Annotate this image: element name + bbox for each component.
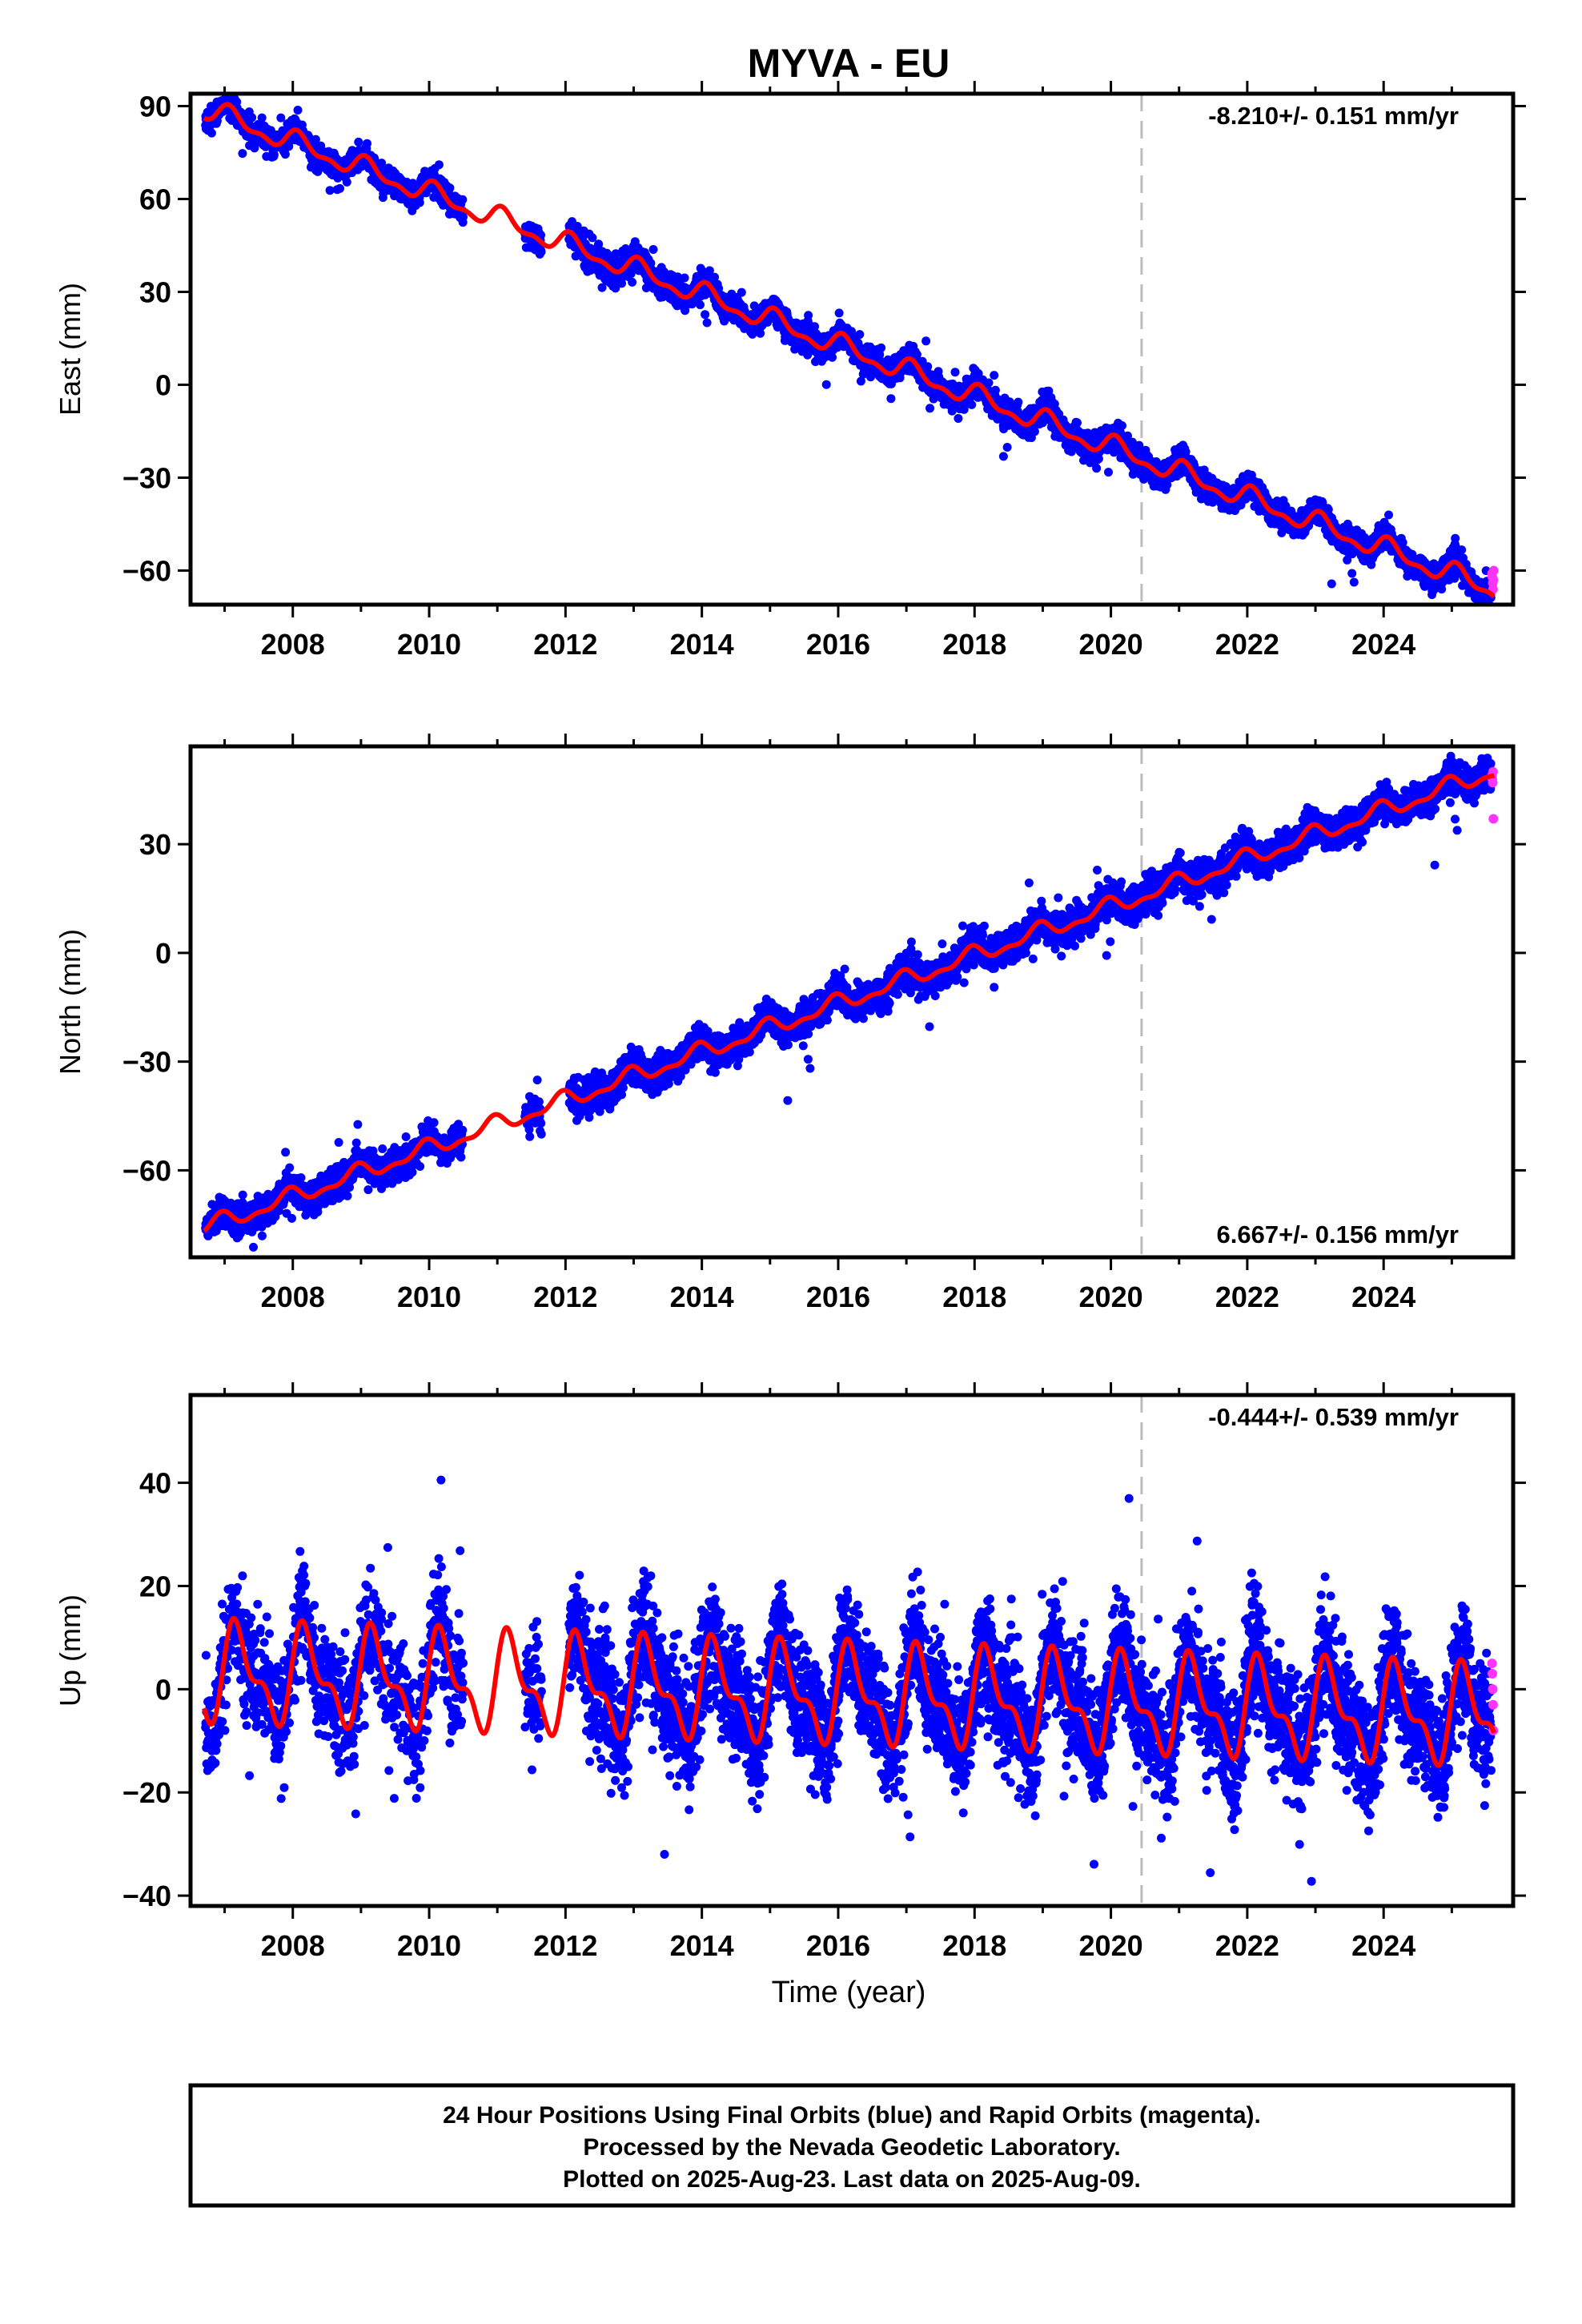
data-point — [377, 159, 387, 168]
data-point — [458, 195, 468, 204]
panels-group: 2008 2010 2012 2014 2016 2018 2020 2022 20249060… — [54, 64, 1526, 1962]
data-point — [821, 380, 831, 389]
data-point — [1014, 397, 1023, 407]
data-point — [311, 135, 320, 144]
panel-east: 2008 2010 2012 2014 2016 2018 2020 2022 20249060… — [54, 64, 1526, 661]
final-orbit-points — [201, 64, 1496, 605]
data-point — [342, 177, 351, 187]
data-point — [954, 414, 963, 423]
data-point — [1030, 427, 1039, 436]
data-point — [415, 198, 424, 207]
data-point — [1104, 468, 1113, 477]
data-point — [855, 330, 865, 340]
data-point — [257, 113, 267, 123]
data-point — [207, 128, 216, 138]
data-point — [998, 452, 1008, 461]
data-point — [696, 300, 705, 310]
data-point — [984, 378, 994, 388]
data-point — [680, 273, 689, 283]
data-point — [247, 113, 257, 123]
panel-plot-area — [201, 64, 1499, 605]
data-point — [950, 368, 960, 377]
data-point — [702, 318, 712, 328]
data-point — [354, 137, 363, 147]
data-point — [335, 183, 344, 193]
data-point — [445, 183, 455, 193]
data-point — [1073, 418, 1082, 428]
data-point — [877, 343, 886, 352]
data-point — [886, 394, 896, 404]
data-point — [701, 310, 710, 320]
data-point — [804, 311, 813, 320]
data-point — [921, 336, 931, 346]
data-point — [325, 186, 335, 195]
data-point — [434, 160, 444, 170]
chart-title: MYVA - EU — [748, 41, 950, 86]
data-point — [251, 78, 259, 87]
data-point — [628, 277, 637, 287]
data-point — [617, 279, 626, 288]
data-point — [967, 400, 977, 409]
data-point — [363, 139, 371, 148]
data-point — [737, 287, 746, 297]
data-point — [1092, 464, 1102, 473]
data-point — [238, 149, 247, 159]
data-point — [648, 245, 658, 254]
data-point — [293, 106, 303, 115]
data-point — [834, 308, 844, 318]
data-point — [280, 150, 290, 159]
data-point — [990, 385, 1000, 395]
data-point — [221, 64, 230, 73]
data-point — [926, 404, 934, 413]
data-point — [990, 371, 999, 380]
data-point — [276, 113, 286, 123]
data-point — [1002, 443, 1012, 452]
data-point — [536, 247, 546, 256]
data-point — [923, 362, 933, 372]
data-point — [1118, 421, 1126, 430]
data-point — [588, 233, 597, 243]
